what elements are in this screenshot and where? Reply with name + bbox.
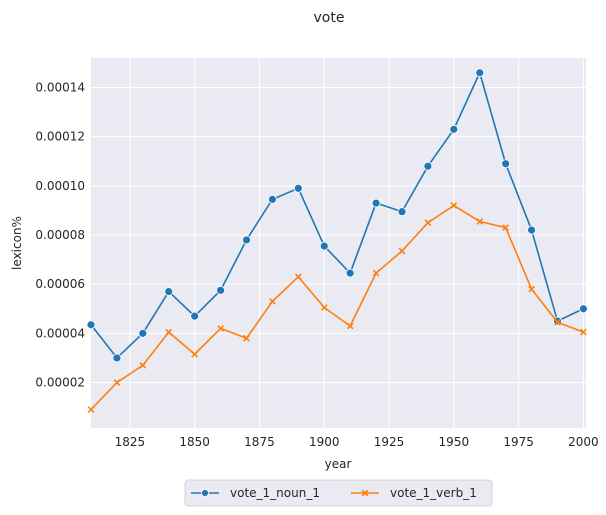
- data-point-vote_1_verb_1: [450, 202, 458, 209]
- data-point-vote_1_verb_1-stroke-b: [476, 218, 484, 225]
- y-tick-label: 0.00014: [35, 81, 85, 95]
- data-point-vote_1_verb_1-stroke-b: [87, 406, 95, 413]
- y-tick-label: 0.00008: [35, 228, 85, 242]
- data-point-vote_1_verb_1-stroke-b: [580, 328, 587, 336]
- data-point-vote_1_noun_1: [268, 194, 277, 204]
- data-point-vote_1_noun_1: [112, 353, 122, 363]
- legend-label-noun: vote_1_noun_1: [230, 486, 320, 500]
- series-layer: [86, 68, 588, 413]
- data-point-vote_1_verb_1-stroke-b: [502, 224, 510, 232]
- data-point-vote_1_verb_1: [243, 334, 250, 342]
- legend-marker-verb: [361, 489, 369, 497]
- data-point-vote_1_noun_1: [138, 328, 148, 338]
- y-tick-labels: 0.00002 0.00004 0.00006 0.00008 0.00010 0.000…: [35, 81, 85, 390]
- data-point-vote_1_noun_1: [579, 304, 588, 314]
- series-line-vote_1_noun_1: [90, 71, 584, 359]
- x-tick-label: 2000: [568, 435, 599, 449]
- x-tick-label: 1925: [374, 435, 405, 449]
- y-tick-label: 0.00004: [35, 326, 85, 340]
- data-point-vote_1_verb_1: [398, 247, 406, 255]
- data-point-vote_1_verb_1: [217, 325, 224, 332]
- data-point-vote_1_noun_1: [293, 183, 303, 193]
- data-point-vote_1_noun_1: [371, 198, 381, 208]
- data-point-vote_1_verb_1-stroke-b: [346, 322, 354, 330]
- data-point-vote_1_verb_1: [476, 218, 484, 225]
- y-axis-label: lexicon%: [10, 216, 24, 270]
- data-point-vote_1_noun_1: [190, 311, 200, 321]
- data-point-vote_1_verb_1: [528, 285, 535, 293]
- data-point-vote_1_noun_1: [397, 207, 407, 217]
- x-tick-label: 1875: [244, 435, 275, 449]
- data-point-vote_1_verb_1: [191, 350, 199, 358]
- data-point-vote_1_verb_1: [346, 322, 354, 330]
- x-tick-label: 1850: [179, 435, 210, 449]
- x-tick-label: 1900: [309, 435, 340, 449]
- data-point-vote_1_verb_1-stroke-b: [372, 269, 380, 277]
- data-point-vote_1_noun_1: [449, 124, 459, 134]
- data-point-vote_1_noun_1: [423, 161, 433, 171]
- data-point-vote_1_verb_1: [502, 224, 510, 232]
- legend-label-verb: vote_1_verb_1: [390, 486, 477, 500]
- data-point-vote_1_verb_1: [294, 273, 302, 281]
- x-tick-label: 1825: [115, 435, 146, 449]
- data-point-vote_1_verb_1-stroke-b: [191, 350, 199, 358]
- data-point-vote_1_noun_1: [475, 68, 485, 78]
- legend: vote_1_noun_1 vote_1_verb_1: [184, 479, 493, 507]
- x-axis-label: year: [325, 457, 352, 471]
- data-point-vote_1_noun_1: [216, 285, 225, 295]
- legend-x-marker-stroke-b: [361, 489, 369, 497]
- data-point-vote_1_noun_1: [164, 287, 174, 296]
- data-point-vote_1_verb_1-stroke-b: [243, 334, 250, 342]
- data-point-vote_1_verb_1: [320, 304, 328, 311]
- legend-marker-noun: [201, 489, 209, 497]
- data-point-vote_1_verb_1: [554, 318, 561, 326]
- legend-x-marker: [361, 489, 369, 497]
- x-tick-label: 1950: [439, 435, 470, 449]
- data-point-vote_1_verb_1-stroke-b: [139, 361, 147, 369]
- data-point-vote_1_verb_1: [424, 219, 432, 227]
- data-point-vote_1_verb_1: [269, 298, 276, 305]
- data-point-vote_1_verb_1: [139, 361, 147, 369]
- data-point-vote_1_verb_1-stroke-b: [528, 285, 535, 293]
- x-tick-label: 1975: [503, 435, 534, 449]
- data-point-vote_1_verb_1-stroke-b: [398, 247, 406, 255]
- x-tick-labels: 1825 1850 1875 1900 1925 1950 1975 2000: [115, 435, 599, 449]
- data-point-vote_1_verb_1-stroke-b: [113, 379, 121, 386]
- y-tick-label: 0.00012: [35, 130, 85, 144]
- data-point-vote_1_verb_1-stroke-b: [554, 318, 561, 326]
- data-point-vote_1_noun_1: [501, 159, 511, 169]
- data-point-vote_1_verb_1-stroke-b: [320, 304, 328, 311]
- data-point-vote_1_noun_1: [319, 241, 329, 251]
- data-point-vote_1_verb_1-stroke-b: [165, 328, 173, 336]
- plot-area: [91, 58, 586, 428]
- y-tick-label: 0.00006: [35, 277, 85, 291]
- data-point-vote_1_verb_1-stroke-b: [217, 325, 224, 332]
- data-point-vote_1_noun_1: [242, 235, 251, 245]
- data-point-vote_1_verb_1: [87, 406, 95, 413]
- data-point-vote_1_verb_1: [165, 328, 173, 336]
- y-tick-label: 0.00002: [35, 376, 85, 390]
- y-tick-label: 0.00010: [35, 179, 85, 193]
- data-point-vote_1_noun_1: [86, 320, 96, 330]
- data-point-vote_1_verb_1: [113, 379, 121, 386]
- data-point-vote_1_verb_1-stroke-b: [450, 202, 458, 209]
- legend-box: [184, 479, 493, 507]
- data-point-vote_1_noun_1: [345, 268, 355, 278]
- data-point-vote_1_noun_1: [527, 225, 536, 235]
- series-line-vote_1_verb_1: [90, 204, 584, 411]
- data-point-vote_1_verb_1-stroke-b: [269, 298, 276, 305]
- data-point-vote_1_verb_1-stroke-b: [294, 273, 302, 281]
- chart-title: vote: [314, 10, 345, 26]
- data-point-vote_1_verb_1: [372, 269, 380, 277]
- data-point-vote_1_verb_1-stroke-b: [424, 219, 432, 227]
- data-point-vote_1_verb_1: [580, 328, 587, 336]
